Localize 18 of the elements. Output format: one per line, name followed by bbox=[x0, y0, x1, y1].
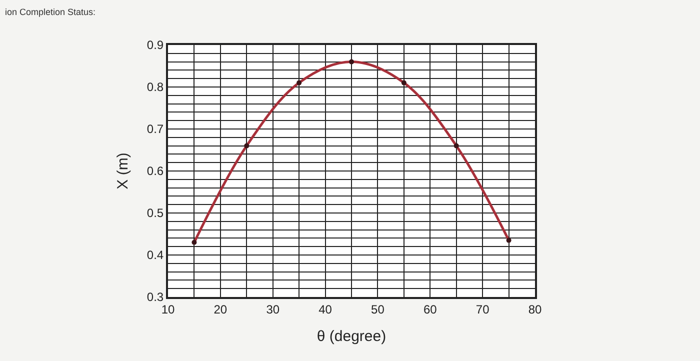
x-tick-label: 30 bbox=[266, 302, 280, 316]
y-tick-label: 0.5 bbox=[146, 206, 164, 220]
x-tick-label: 60 bbox=[423, 302, 438, 316]
text: ion Completion Status: bbox=[5, 7, 96, 17]
y-tick-label: 0.6 bbox=[146, 164, 164, 178]
x-tick-label: 70 bbox=[476, 302, 490, 316]
x-tick-label: 40 bbox=[318, 302, 332, 316]
x-tick-label: 20 bbox=[214, 302, 228, 316]
y-axis-title: X (m) bbox=[114, 152, 132, 190]
y-tick-label: 0.9 bbox=[146, 38, 164, 52]
y-tick-label: 0.3 bbox=[146, 290, 164, 304]
x-axis-title: θ (degree) bbox=[316, 328, 386, 345]
y-tick-label: 0.8 bbox=[146, 80, 164, 94]
y-tick-label: 0.7 bbox=[146, 122, 164, 136]
y-tick-label: 0.4 bbox=[146, 248, 164, 262]
x-tick-label: 50 bbox=[371, 302, 385, 316]
x-tick-label: 80 bbox=[528, 302, 542, 316]
x-tick-label: 10 bbox=[161, 302, 175, 316]
